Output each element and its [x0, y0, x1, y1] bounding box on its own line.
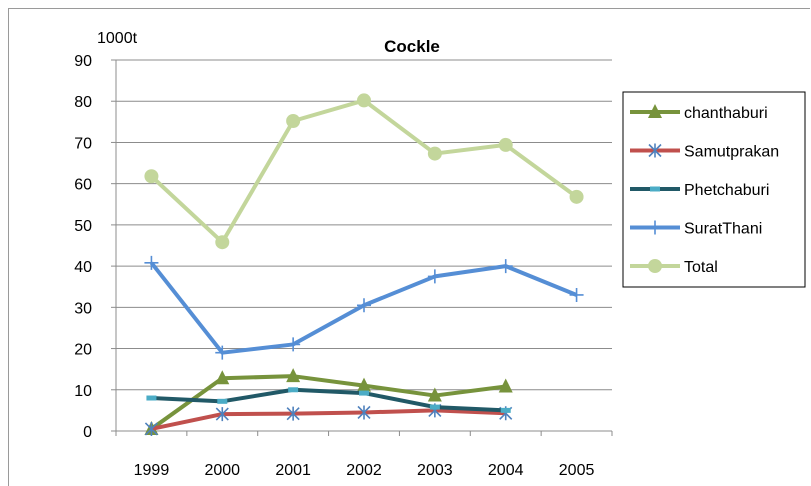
x-axis-tick-labels: 1999 2000 2001 2002 2003 2004 2005: [134, 462, 595, 479]
data-point-marker: [144, 169, 159, 184]
data-point-marker: [498, 259, 513, 274]
series-samutprakan: [144, 403, 513, 436]
data-point-marker: [427, 269, 442, 284]
data-point-marker: [286, 368, 301, 383]
y-tick-label: 80: [74, 94, 92, 111]
data-point-marker: [429, 404, 440, 410]
series-suratthani: [144, 255, 584, 360]
y-tick-label: 0: [83, 424, 92, 441]
data-point-marker: [286, 337, 301, 352]
data-point-marker: [500, 407, 511, 413]
legend-label: SuratThani: [684, 221, 762, 238]
y-axis-unit-label: 1000t: [97, 30, 138, 47]
x-tick-label: 2002: [346, 462, 382, 479]
y-tick-label: 50: [74, 218, 92, 235]
data-point-marker: [569, 287, 584, 302]
legend-item: Phetchaburi: [630, 182, 769, 199]
chart-title: Cockle: [384, 37, 440, 56]
chart-area: [8, 8, 810, 486]
series-phetchaburi: [146, 387, 511, 413]
gridlines: [111, 59, 613, 436]
data-point-marker: [286, 406, 300, 421]
data-point-marker: [144, 255, 159, 270]
data-point-marker: [359, 390, 369, 396]
legend-label: Phetchaburi: [684, 182, 769, 199]
data-point-marker: [215, 407, 229, 422]
data-point-marker: [357, 405, 371, 420]
data-point-marker: [427, 146, 442, 161]
legend-item: SuratThani: [630, 220, 762, 238]
data-point-marker: [648, 104, 662, 118]
legend-label: Total: [684, 259, 718, 276]
legend-label: Samutprakan: [684, 144, 779, 161]
legend-label: chanthaburi: [684, 105, 768, 122]
data-point-marker: [286, 114, 301, 129]
series-line: [151, 387, 506, 413]
x-tick-label: 2005: [559, 462, 595, 479]
series-line: [150, 98, 578, 245]
legend-item: Samutprakan: [630, 143, 779, 161]
data-point-marker: [648, 143, 662, 158]
y-tick-label: 30: [74, 300, 92, 317]
series-lines: [144, 93, 584, 436]
data-point-marker: [288, 387, 299, 393]
x-tick-label: 2004: [488, 462, 524, 479]
data-point-marker: [217, 398, 228, 404]
legend-item: Total: [630, 259, 718, 276]
data-point-marker: [498, 137, 513, 152]
x-tick-label: 2003: [417, 462, 453, 479]
y-axis-tick-labels: 0 10 20 30 40 50 60 70 80 90: [74, 53, 92, 441]
y-tick-label: 10: [74, 383, 92, 400]
y-tick-label: 40: [74, 259, 92, 276]
data-point-marker: [357, 377, 371, 392]
data-point-marker: [650, 186, 660, 192]
data-point-marker: [215, 345, 230, 360]
x-tick-label: 1999: [134, 462, 170, 479]
data-point-marker: [215, 235, 230, 250]
y-tick-label: 20: [74, 342, 92, 359]
y-tick-label: 90: [74, 53, 92, 70]
data-point-marker: [498, 378, 513, 393]
x-tick-label: 2001: [275, 462, 311, 479]
series-line: [151, 408, 506, 431]
data-point-marker: [144, 421, 158, 436]
data-point-marker: [648, 259, 662, 273]
data-point-marker: [357, 298, 371, 313]
data-point-marker: [427, 387, 442, 402]
series-total: [144, 93, 584, 250]
data-point-marker: [357, 93, 371, 108]
y-tick-label: 70: [74, 135, 92, 152]
legend: chanthaburi Samutprakan Phetchaburi SuratTh…: [622, 91, 806, 288]
data-point-marker: [569, 189, 584, 204]
x-tick-label: 2000: [204, 462, 240, 479]
data-point-marker: [146, 395, 157, 401]
data-point-marker: [648, 220, 662, 235]
legend-item: chanthaburi: [630, 104, 768, 122]
series-line: [150, 374, 506, 431]
y-tick-label: 60: [74, 177, 92, 194]
data-point-marker: [215, 370, 230, 385]
